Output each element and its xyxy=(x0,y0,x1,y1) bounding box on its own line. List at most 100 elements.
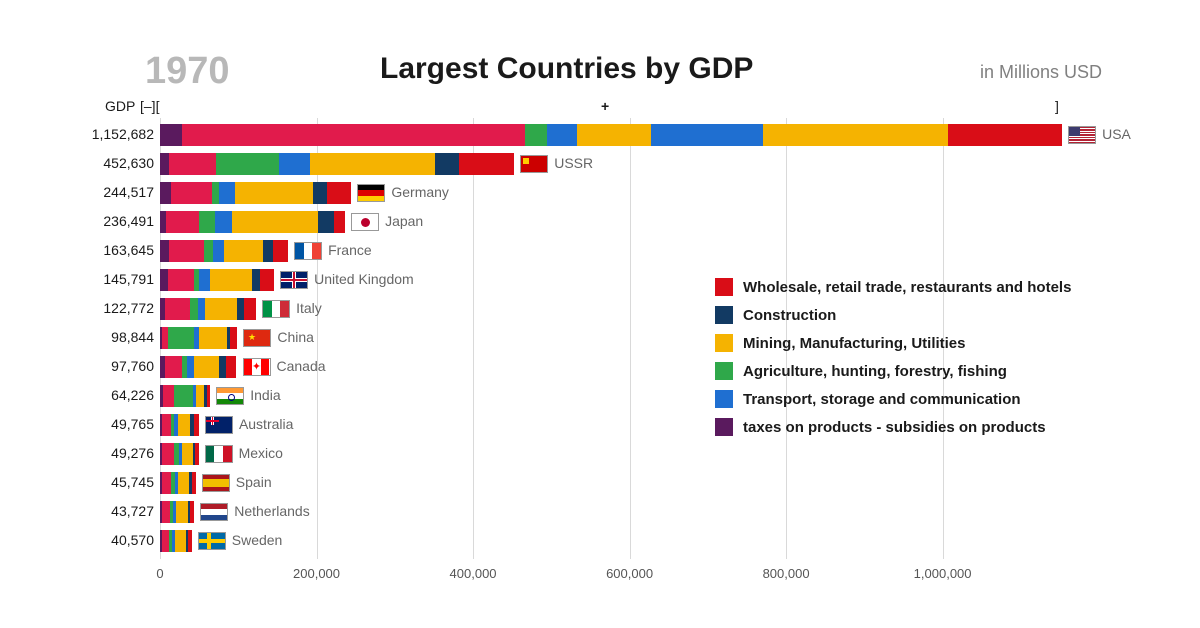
x-tick-label: 800,000 xyxy=(763,566,810,581)
bar-segment xyxy=(194,414,199,436)
legend-label: Construction xyxy=(743,307,836,324)
bar-row: 244,517Germany xyxy=(0,182,1200,204)
country-name: France xyxy=(328,242,372,258)
country-name: Australia xyxy=(239,416,293,432)
bar-value: 163,645 xyxy=(0,242,160,258)
bar-value: 452,630 xyxy=(0,155,160,171)
stacked-bar[interactable] xyxy=(160,443,199,465)
bar-segment xyxy=(178,414,191,436)
stacked-bar[interactable] xyxy=(160,240,288,262)
chart-title: Largest Countries by GDP xyxy=(380,52,753,86)
country-name: India xyxy=(250,387,280,403)
bar-segment xyxy=(310,153,435,175)
bar-value: 122,772 xyxy=(0,300,160,316)
stacked-bar[interactable] xyxy=(160,530,192,552)
stacked-bar[interactable] xyxy=(160,501,194,523)
stacked-bar[interactable] xyxy=(160,211,345,233)
bar-segment xyxy=(273,240,288,262)
bar-row: 45,745Spain xyxy=(0,472,1200,494)
bar-segment xyxy=(224,240,263,262)
country-name: Canada xyxy=(277,358,326,374)
bar-segment xyxy=(235,182,313,204)
bar-segment xyxy=(215,211,232,233)
flag-icon xyxy=(198,532,226,550)
axis-bracket-right[interactable]: ] xyxy=(1055,98,1059,114)
flag-icon xyxy=(202,474,230,492)
flag-icon xyxy=(280,271,308,289)
bar-segment xyxy=(195,443,198,465)
bar-segment xyxy=(216,153,279,175)
stacked-bar[interactable] xyxy=(160,356,237,378)
flag-icon: ✦ xyxy=(243,358,271,376)
stacked-bar[interactable] xyxy=(160,298,256,320)
bar-row: 163,645 France xyxy=(0,240,1200,262)
axis-label: GDP xyxy=(105,98,135,114)
legend-label: Agriculture, hunting, forestry, fishing xyxy=(743,363,1007,380)
bar-segment xyxy=(279,153,310,175)
bar-segment xyxy=(232,211,318,233)
bar-segment xyxy=(334,211,345,233)
flag-icon xyxy=(262,300,290,318)
legend-item[interactable]: Mining, Manufacturing, Utilities xyxy=(715,334,1071,352)
axis-bracket-left[interactable]: [‒][ xyxy=(140,98,159,114)
legend-item[interactable]: taxes on products - subsidies on product… xyxy=(715,418,1071,436)
legend-item[interactable]: Wholesale, retail trade, restaurants and… xyxy=(715,278,1071,296)
legend-item[interactable]: Transport, storage and communication xyxy=(715,390,1071,408)
bar-segment xyxy=(169,153,216,175)
bar-value: 43,727 xyxy=(0,503,160,519)
stacked-bar[interactable] xyxy=(160,124,1062,146)
stacked-bar[interactable] xyxy=(160,327,237,349)
flag-icon xyxy=(216,387,244,405)
bar-segment xyxy=(182,443,193,465)
bar-value: 145,791 xyxy=(0,271,160,287)
bar-segment xyxy=(198,298,206,320)
bar-segment xyxy=(187,356,195,378)
bar-segment xyxy=(160,153,169,175)
country-name: Mexico xyxy=(239,445,283,461)
bar-segment xyxy=(435,153,458,175)
stacked-bar[interactable] xyxy=(160,182,351,204)
legend-label: Wholesale, retail trade, restaurants and… xyxy=(743,279,1071,296)
flag-icon xyxy=(200,503,228,521)
bar-segment xyxy=(577,124,651,146)
bar-segment xyxy=(160,269,168,291)
bar-segment xyxy=(651,124,763,146)
bar-segment xyxy=(175,530,186,552)
axis-plus[interactable]: + xyxy=(601,98,609,114)
bar-segment xyxy=(263,240,272,262)
bar-segment xyxy=(948,124,1062,146)
bar-segment xyxy=(313,182,327,204)
stacked-bar[interactable] xyxy=(160,385,210,407)
x-tick-label: 0 xyxy=(156,566,163,581)
bar-value: 98,844 xyxy=(0,329,160,345)
country-name: Spain xyxy=(236,474,272,490)
bar-segment xyxy=(165,356,182,378)
bar-segment xyxy=(188,530,192,552)
bar-segment xyxy=(226,356,237,378)
bar-segment xyxy=(207,385,210,407)
bar-segment xyxy=(260,269,274,291)
x-tick-label: 600,000 xyxy=(606,566,653,581)
country-name: Japan xyxy=(385,213,423,229)
bar-segment xyxy=(230,327,237,349)
legend-item[interactable]: Agriculture, hunting, forestry, fishing xyxy=(715,362,1071,380)
stacked-bar[interactable] xyxy=(160,414,199,436)
stacked-bar[interactable] xyxy=(160,269,274,291)
flag-icon xyxy=(205,416,233,434)
bar-segment xyxy=(199,269,210,291)
bar-row: 49,276Mexico xyxy=(0,443,1200,465)
stacked-bar[interactable] xyxy=(160,153,514,175)
legend-swatch xyxy=(715,306,733,324)
legend-item[interactable]: Construction xyxy=(715,306,1071,324)
bar-value: 97,760 xyxy=(0,358,160,374)
bar-segment xyxy=(160,124,182,146)
x-tick-label: 200,000 xyxy=(293,566,340,581)
bar-segment xyxy=(194,356,219,378)
bar-segment xyxy=(162,414,171,436)
bar-row: 452,630USSR xyxy=(0,153,1200,175)
stacked-bar[interactable] xyxy=(160,472,196,494)
bar-segment xyxy=(318,211,334,233)
bar-segment xyxy=(213,240,224,262)
bar-segment xyxy=(178,472,189,494)
country-name: Netherlands xyxy=(234,503,310,519)
